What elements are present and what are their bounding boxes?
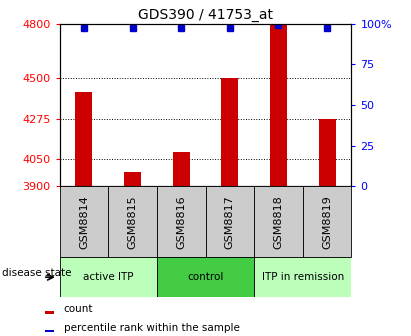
FancyBboxPatch shape <box>60 186 108 257</box>
Bar <box>173 152 190 186</box>
Text: GSM8819: GSM8819 <box>322 195 332 249</box>
Text: GSM8815: GSM8815 <box>127 195 138 249</box>
Text: control: control <box>187 272 224 282</box>
Text: GSM8818: GSM8818 <box>273 195 284 249</box>
Bar <box>45 311 54 314</box>
Bar <box>45 330 54 332</box>
Bar <box>221 78 238 186</box>
FancyBboxPatch shape <box>254 257 351 297</box>
Text: GSM8816: GSM8816 <box>176 195 186 249</box>
Text: active ITP: active ITP <box>83 272 134 282</box>
FancyBboxPatch shape <box>254 186 303 257</box>
FancyBboxPatch shape <box>157 186 206 257</box>
Text: ITP in remission: ITP in remission <box>262 272 344 282</box>
Title: GDS390 / 41753_at: GDS390 / 41753_at <box>138 8 273 23</box>
FancyBboxPatch shape <box>303 186 351 257</box>
Text: GSM8817: GSM8817 <box>225 195 235 249</box>
Bar <box>124 172 141 186</box>
Bar <box>270 24 287 186</box>
FancyBboxPatch shape <box>157 257 254 297</box>
Text: percentile rank within the sample: percentile rank within the sample <box>64 323 240 333</box>
Bar <box>75 92 92 186</box>
FancyBboxPatch shape <box>206 186 254 257</box>
FancyBboxPatch shape <box>60 257 157 297</box>
Text: disease state: disease state <box>2 268 71 278</box>
Text: GSM8814: GSM8814 <box>79 195 89 249</box>
Bar <box>319 119 336 186</box>
Text: count: count <box>64 304 93 314</box>
FancyBboxPatch shape <box>108 186 157 257</box>
